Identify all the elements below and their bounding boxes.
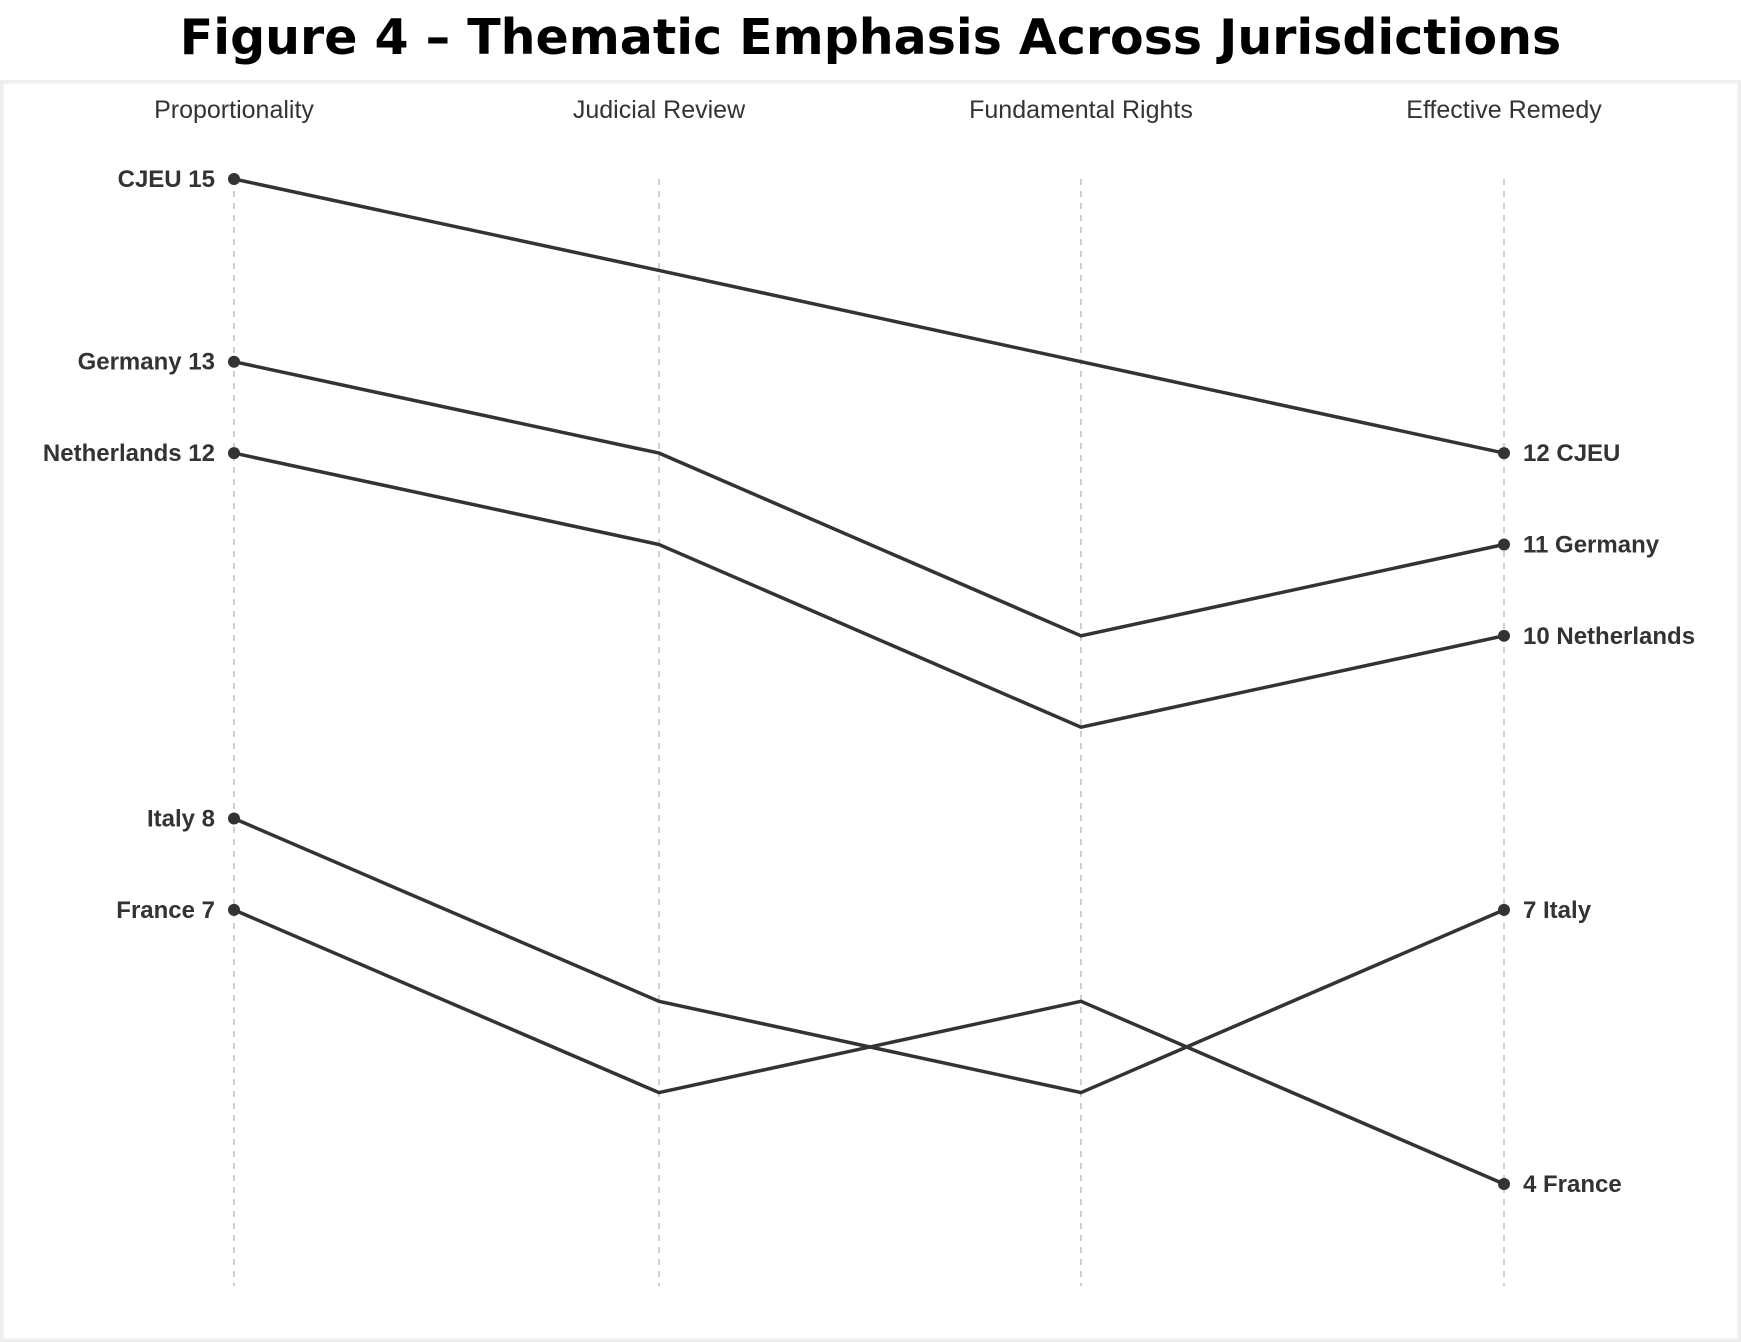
- end-labels: CJEU 15 12 CJEU Germany 13 11 Germany Nether…: [43, 166, 1695, 1198]
- end-label-netherlands: 10 Netherlands: [1523, 623, 1695, 650]
- start-point-germany: [228, 355, 240, 368]
- chart-border: [0, 80, 1741, 1342]
- end-label-germany: 11 Germany: [1523, 531, 1660, 558]
- axis-label-proportionality: Proportionality: [154, 96, 314, 124]
- start-point-france: [228, 903, 240, 916]
- start-label-france: France 7: [116, 897, 215, 924]
- category-guides: [233, 179, 1505, 1286]
- end-point-cjeu: [1498, 447, 1510, 460]
- slope-chart: Proportionality Judicial Review Fundamenta…: [0, 80, 1741, 1342]
- series-line-cjeu: [233, 177, 1505, 455]
- series-line-netherlands: [233, 451, 1505, 730]
- end-label-cjeu: 12 CJEU: [1523, 440, 1620, 467]
- end-points: [228, 173, 1510, 1190]
- end-point-france: [1498, 1178, 1510, 1190]
- start-point-cjeu: [228, 173, 240, 185]
- axis-label-fundamental-rights: Fundamental Rights: [969, 96, 1193, 124]
- start-label-germany: Germany 13: [78, 349, 215, 376]
- start-point-italy: [228, 812, 240, 825]
- axis-label-judicial-review: Judicial Review: [573, 96, 746, 124]
- end-label-france: 4 France: [1523, 1171, 1622, 1198]
- end-point-italy: [1498, 903, 1510, 916]
- chart-title: Figure 4 – Thematic Emphasis Across Juri…: [179, 9, 1562, 66]
- series-line-france: [233, 908, 1505, 1186]
- chart-frame: Proportionality Judicial Review Fundamenta…: [0, 80, 1741, 1342]
- start-label-netherlands: Netherlands 12: [43, 440, 215, 467]
- end-point-netherlands: [1498, 629, 1510, 642]
- series-line-germany: [233, 359, 1505, 638]
- start-point-netherlands: [228, 447, 240, 460]
- category-axis-labels: Proportionality Judicial Review Fundamenta…: [154, 96, 1602, 124]
- end-label-italy: 7 Italy: [1523, 897, 1592, 924]
- end-point-germany: [1498, 538, 1510, 551]
- axis-label-effective-remedy: Effective Remedy: [1406, 96, 1602, 124]
- start-label-italy: Italy 8: [147, 806, 215, 833]
- series-line-italy: [233, 816, 1505, 1095]
- series-lines: [233, 177, 1505, 1186]
- start-label-cjeu: CJEU 15: [118, 166, 215, 193]
